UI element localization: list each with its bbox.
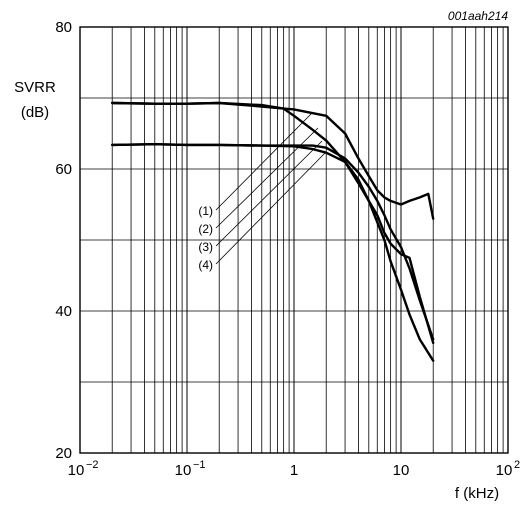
series-line-2 xyxy=(110,101,435,345)
x-tick-label: 10 xyxy=(175,462,192,479)
curve-leader-1 xyxy=(215,112,313,211)
plot-frame xyxy=(79,26,509,454)
y-tick-label: 40 xyxy=(55,303,72,320)
x-tick-exponent: −2 xyxy=(86,459,99,471)
plot-border xyxy=(79,26,509,454)
x-axis-label: f (kHz) xyxy=(455,485,499,502)
series-line-4 xyxy=(110,142,435,362)
y-tick-label: 20 xyxy=(55,445,72,462)
x-tick-label: 10 xyxy=(496,462,513,479)
curve-leader-2 xyxy=(215,127,319,229)
x-tick-exponent: −1 xyxy=(193,459,206,471)
x-tick-label: 10 xyxy=(68,462,85,479)
curve-label-1: (1) xyxy=(198,204,213,218)
series-lines xyxy=(110,101,435,362)
x-tick-exponent: 2 xyxy=(514,459,520,471)
y-axis-label-line1: SVRR xyxy=(14,79,56,96)
curve-label-3: (3) xyxy=(198,240,213,254)
curve-leader-3 xyxy=(215,140,323,247)
x-tick-label: 1 xyxy=(290,462,298,479)
curve-label-2: (2) xyxy=(198,222,213,236)
figure-code: 001aah214 xyxy=(448,9,508,23)
curve-leader-4 xyxy=(215,151,327,265)
grid xyxy=(79,27,508,453)
y-tick-label: 80 xyxy=(55,19,72,36)
series-line-1 xyxy=(110,101,435,220)
y-tick-label: 60 xyxy=(55,161,72,178)
x-tick-label: 10 xyxy=(393,462,410,479)
y-axis-label-line2: (dB) xyxy=(21,104,49,121)
curve-label-4: (4) xyxy=(198,258,213,272)
label-leaders xyxy=(215,112,327,265)
